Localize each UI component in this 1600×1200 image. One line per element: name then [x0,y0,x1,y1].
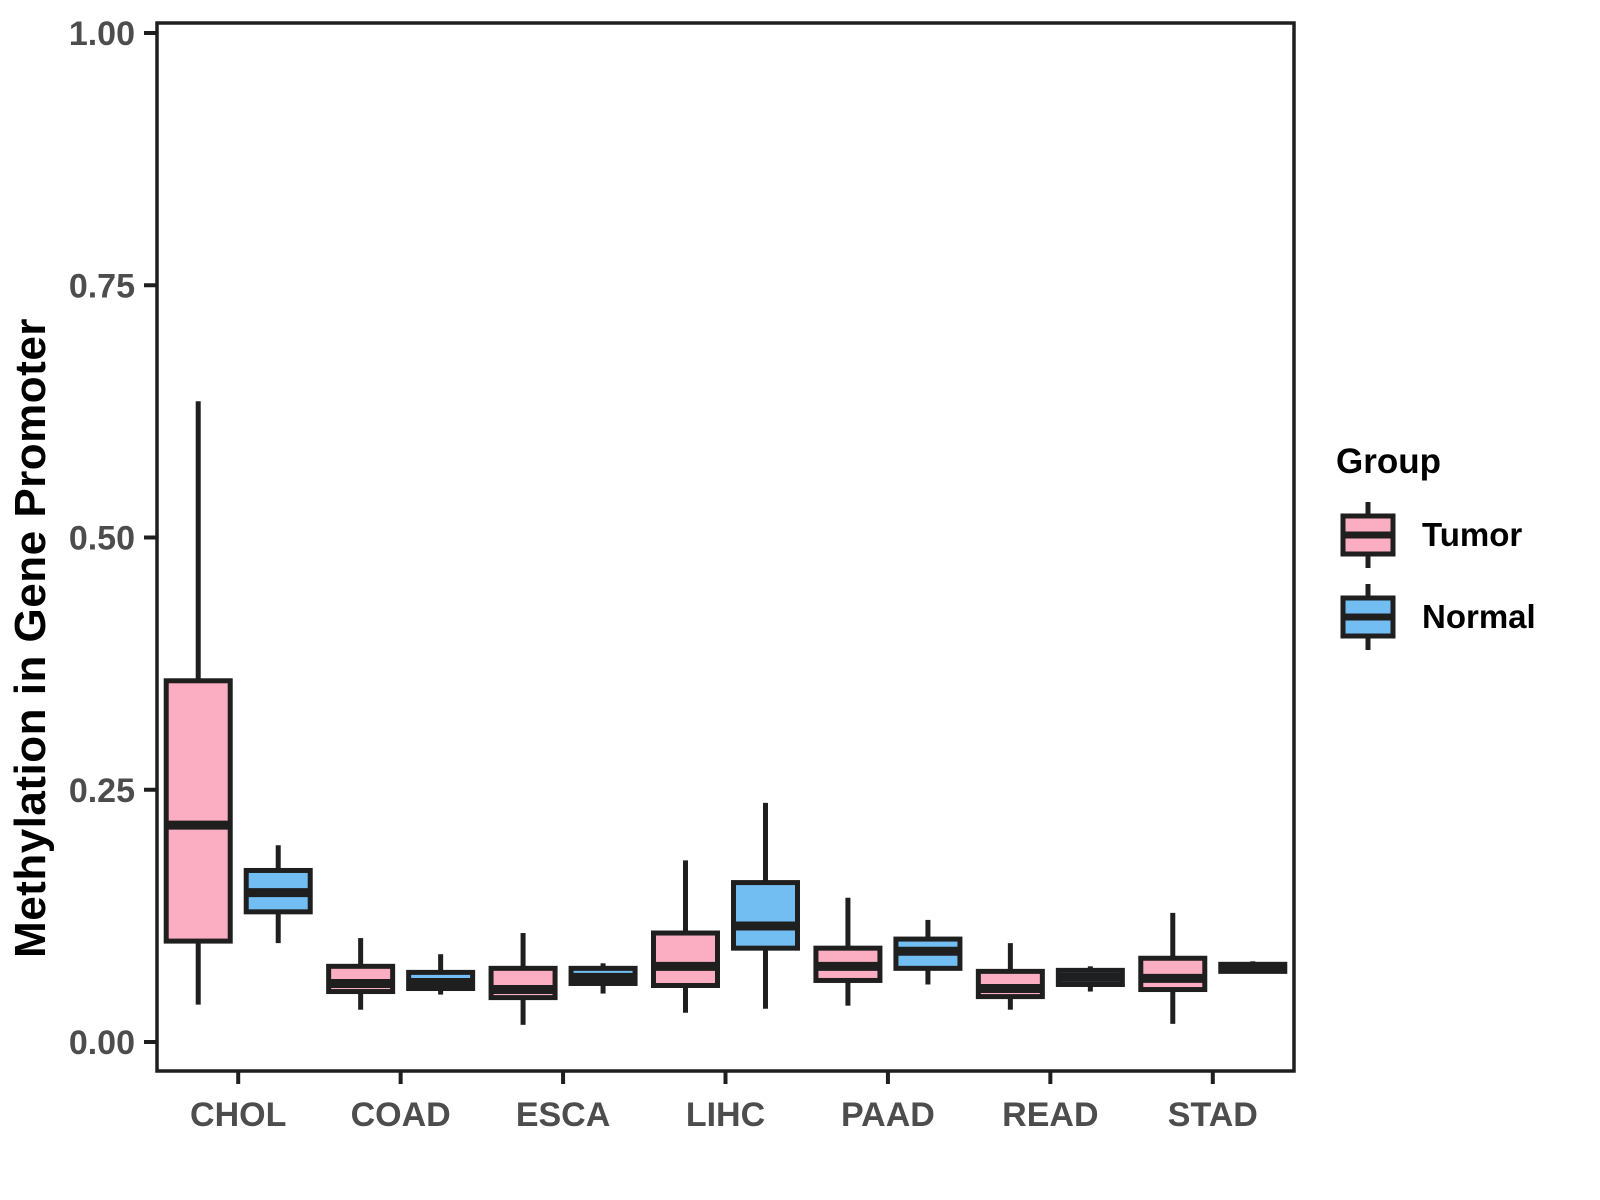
legend-label-tumor: Tumor [1422,516,1523,553]
y-axis-tick-label: 0.25 [69,772,135,810]
x-axis-tick-label: PAAD [841,1096,935,1134]
y-axis-tick-label: 0.00 [69,1024,135,1062]
panel-border [155,21,1296,1073]
legend-title: Group [1336,442,1441,481]
y-axis-tick-label: 0.50 [69,520,135,558]
box-STAD-Tumor [1138,955,1208,993]
box-LIHC-Normal [731,880,800,951]
tumor-boxplot-key-icon [1340,502,1396,568]
x-axis-tick-label: COAD [351,1096,451,1134]
x-axis-tick-label: READ [1002,1096,1098,1134]
legend-entry-normal: Normal [1336,582,1576,652]
x-axis-tick-label: LIHC [686,1096,765,1134]
x-axis-tick-label: ESCA [516,1096,610,1134]
y-axis-tick-label: 1.00 [69,15,135,53]
y-axis-title: Methylation in Gene Promoter [6,318,55,958]
y-axis-tick-label: 0.75 [69,267,135,305]
x-axis-tick-label: CHOL [190,1096,286,1134]
x-axis-tick-label: STAD [1168,1096,1258,1134]
box-LIHC-Tumor [651,930,720,988]
legend-entry-tumor: Tumor [1336,500,1576,570]
box-CHOL-Tumor [163,678,233,944]
legend-label-normal: Normal [1422,598,1536,635]
normal-boxplot-key-icon [1340,584,1396,650]
legend: Group Tumor Normal [1336,442,1576,664]
